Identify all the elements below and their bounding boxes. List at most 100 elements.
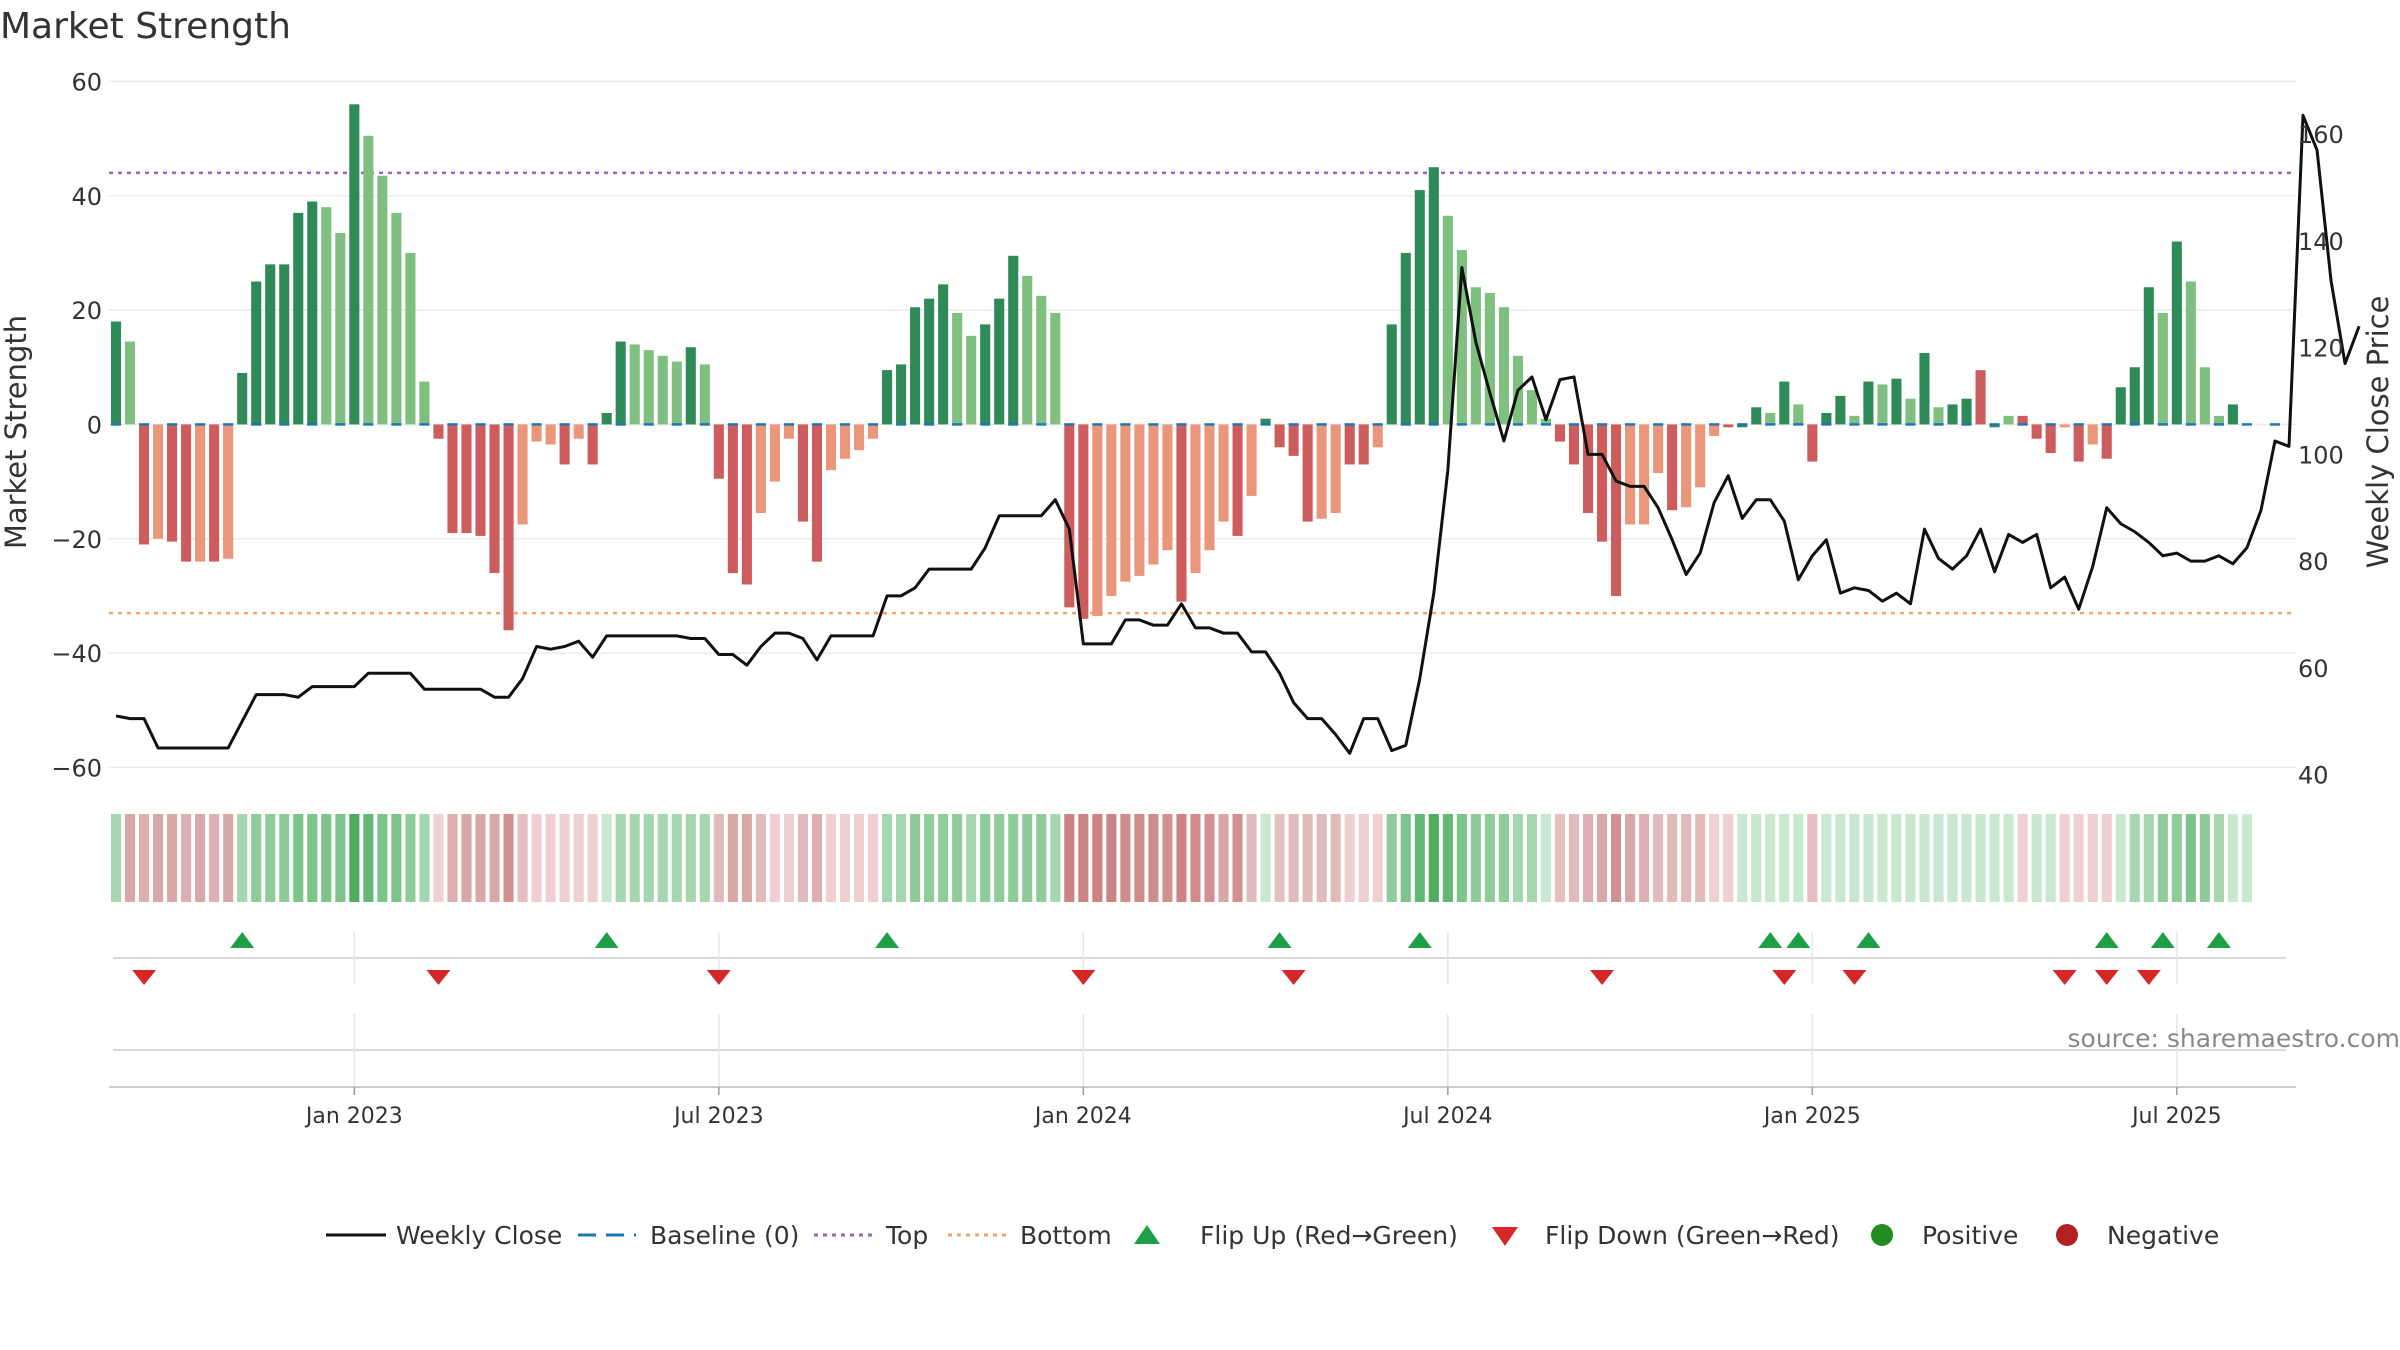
strength-bar [713, 424, 724, 479]
strength-bar [868, 424, 879, 439]
heat-cell [363, 814, 374, 902]
strength-bar [195, 424, 206, 562]
x-tick-label: Jul 2025 [2130, 1104, 2222, 1129]
strength-bar [755, 424, 766, 514]
heat-cell [1330, 814, 1341, 902]
strength-bar [1036, 295, 1047, 425]
heat-cell [1456, 814, 1467, 902]
heat-cell [783, 814, 794, 902]
strength-bar [2213, 415, 2224, 425]
heat-cell [1050, 814, 1061, 902]
heat-cell [349, 814, 360, 902]
heat-cell [1905, 814, 1916, 902]
heat-cell [1863, 814, 1874, 902]
legend-flip-up-icon [1134, 1225, 1160, 1244]
strength-bar [629, 344, 640, 425]
heat-cell [1358, 814, 1369, 902]
heat-cell [2003, 814, 2014, 902]
heat-cell [1877, 814, 1888, 902]
strength-bar [124, 341, 136, 425]
heat-cell [1120, 814, 1131, 902]
heat-cell [1484, 814, 1495, 902]
heat-cell [279, 814, 290, 902]
legend-baseline-label: Baseline (0) [650, 1221, 799, 1250]
weekly-close-line [115, 113, 2361, 755]
heat-cell [924, 814, 935, 902]
heat-cell [1821, 814, 1832, 902]
heat-cell [1611, 814, 1622, 902]
strength-bar [727, 424, 738, 574]
heat-cell [1919, 814, 1930, 902]
heat-cell [727, 814, 738, 902]
flip-up-marker [1786, 932, 1811, 948]
x-tick-label: Jan 2024 [1033, 1104, 1132, 1129]
heat-cell [475, 814, 486, 902]
heat-cell [1695, 814, 1706, 902]
y-left-tick-label: 20 [71, 297, 102, 325]
strength-bar [181, 424, 192, 562]
strength-bar [1919, 352, 1930, 425]
heat-cell [825, 814, 837, 902]
x-tick-label: Jan 2025 [1762, 1104, 1861, 1129]
heat-cell [1793, 814, 1804, 902]
heat-cell [335, 814, 346, 902]
strength-bar [1428, 167, 1439, 425]
heat-cell [853, 814, 865, 902]
strength-bar [1709, 424, 1720, 436]
heat-cell [251, 814, 262, 902]
y-right-tick-label: 60 [2298, 655, 2329, 683]
x-tick-label: Jan 2023 [304, 1104, 403, 1129]
strength-bar [685, 347, 696, 425]
strength-bar [1849, 415, 1860, 425]
strength-bar [741, 424, 752, 585]
flip-up-marker [2094, 932, 2119, 948]
heat-cell [1498, 814, 1509, 902]
heat-cell [167, 814, 178, 902]
strength-bar [209, 424, 220, 562]
strength-bar [1681, 424, 1692, 508]
heat-cell [223, 814, 234, 902]
heat-cell [1582, 814, 1594, 902]
strength-bar [699, 364, 710, 425]
strength-bar [321, 207, 332, 425]
heat-cell [321, 814, 332, 902]
strength-bar [1751, 407, 1762, 425]
legend-negative-dot [2056, 1224, 2078, 1246]
heat-cell [1737, 814, 1748, 902]
flip-down-marker [132, 970, 157, 985]
heat-cell [209, 814, 220, 902]
y-right-tick-label: 140 [2298, 228, 2344, 256]
heat-cell [601, 814, 612, 902]
strength-bar [797, 424, 808, 522]
chart-title: Market Strength [0, 6, 291, 47]
flip-panel [109, 932, 2296, 1088]
strength-bar [1190, 424, 1201, 574]
y-right-tick-label: 100 [2298, 441, 2344, 469]
strength-bar [1316, 424, 1327, 519]
strength-bar [1246, 424, 1257, 496]
y-right-tick-label: 80 [2298, 548, 2329, 576]
strength-bar [643, 350, 654, 425]
strength-bar [419, 381, 430, 425]
heat-cell [1989, 814, 2000, 902]
strength-bar [545, 424, 556, 445]
strength-bar [1120, 424, 1131, 582]
legend-bottom-label: Bottom [1020, 1221, 1112, 1250]
heat-cell [2073, 814, 2084, 902]
flip-up-marker [230, 932, 255, 948]
flip-down-marker [426, 970, 451, 985]
heat-cell [447, 814, 458, 902]
heat-cell [405, 814, 416, 902]
strength-bar [1765, 412, 1776, 425]
strength-bar [251, 281, 262, 425]
heat-cell [531, 814, 542, 902]
strength-bar [2017, 415, 2028, 425]
heat-cell [293, 814, 304, 902]
heat-cell [1372, 814, 1383, 902]
strength-bar [2115, 387, 2126, 425]
flip-down-marker [2052, 970, 2077, 985]
heat-cell [938, 814, 949, 902]
strength-bar [223, 424, 234, 559]
strength-bar [769, 424, 780, 482]
